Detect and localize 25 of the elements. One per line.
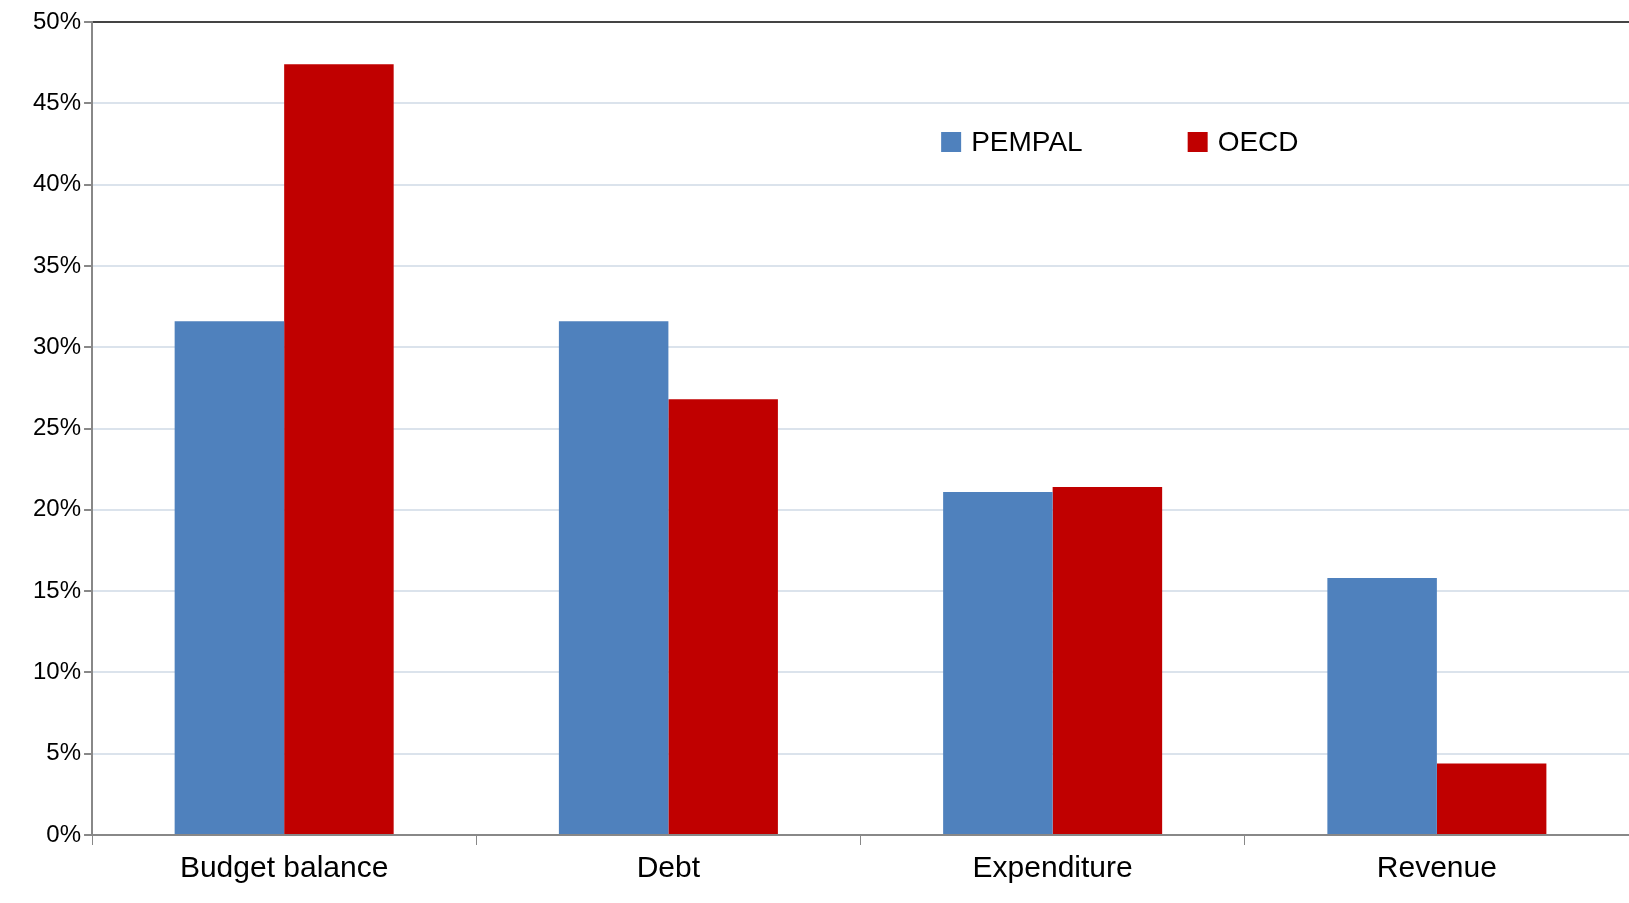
legend-label: OECD [1217,125,1299,157]
y-tick-label: 50% [32,6,82,34]
y-tick-label: 0% [46,819,82,847]
y-tick-label: 45% [32,87,82,115]
y-tick-label: 20% [32,494,82,522]
bar [668,399,778,834]
legend-label: PEMPAL [971,125,1083,157]
y-tick-label: 40% [32,169,82,197]
y-tick-label: 5% [46,738,82,766]
bar [174,321,285,834]
y-tick-label: 30% [32,331,82,359]
y-tick-label: 10% [32,657,82,685]
bar [558,321,669,834]
bar [943,491,1053,834]
x-tick-label: Expenditure [972,850,1133,884]
x-tick-label: Budget balance [179,850,389,884]
bar [1327,578,1437,834]
y-tick-label: 25% [32,413,82,441]
bar [1436,763,1547,834]
bar [284,64,394,834]
y-tick-label: 15% [32,575,82,603]
bar [1052,487,1163,834]
x-tick-label: Revenue [1376,850,1497,884]
y-tick-label: 35% [32,250,82,278]
x-tick-label: Debt [636,850,701,884]
